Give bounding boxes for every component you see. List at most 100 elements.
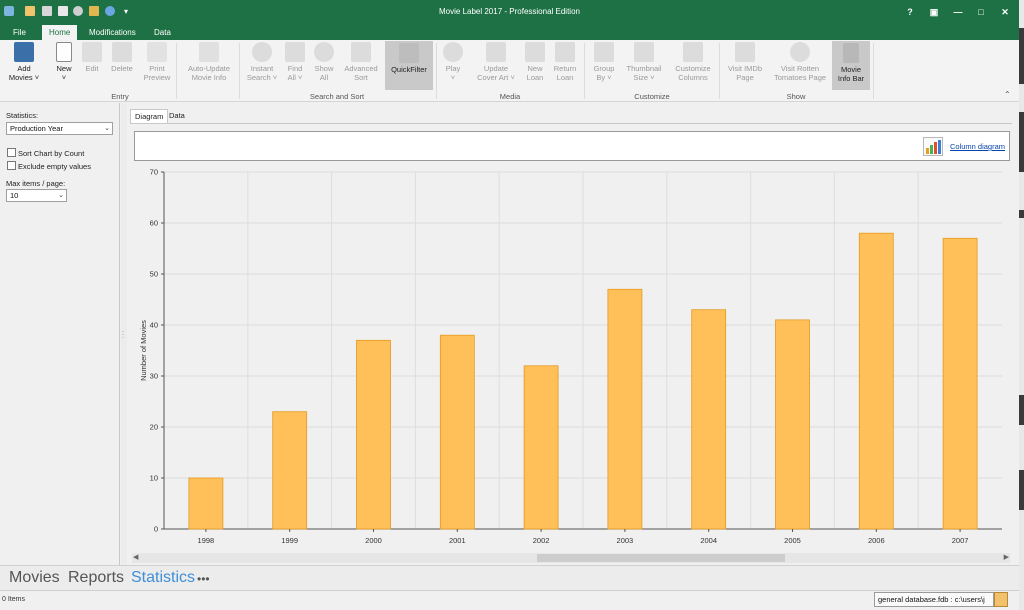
edit-icon — [82, 42, 102, 62]
quick-shield-icon[interactable] — [89, 6, 99, 16]
collapse-ribbon-icon[interactable]: ⌃ — [1004, 90, 1011, 99]
play-icon — [443, 42, 463, 62]
nav-reports[interactable]: Reports — [68, 569, 125, 586]
group-label-customize: Customize — [634, 92, 670, 101]
item-count: 0 Items — [2, 596, 25, 603]
update-cover-art-button[interactable]: Update Cover Art ˅ — [474, 42, 518, 82]
auto-update-button[interactable]: Auto-Update Movie Info — [182, 42, 236, 82]
y-tick-label: 60 — [150, 219, 158, 228]
new-doc-icon — [56, 42, 72, 62]
movie-info-bar-button[interactable]: Movie Info Bar — [832, 41, 870, 90]
info-bar-icon — [843, 43, 859, 63]
quick-copy-icon[interactable] — [42, 6, 52, 16]
tab-diagram[interactable]: Diagram — [130, 109, 169, 123]
sort-by-count-checkbox[interactable] — [7, 148, 16, 157]
nav-more[interactable]: ••• — [197, 572, 210, 586]
exclude-empty-checkbox[interactable] — [7, 161, 16, 170]
advanced-sort-button[interactable]: Advanced Sort — [341, 42, 381, 82]
x-tick-label: 1998 — [198, 536, 215, 545]
new-button[interactable]: New ˅ — [48, 42, 80, 82]
quick-doc-icon[interactable] — [58, 6, 68, 16]
x-tick-label: 2001 — [449, 536, 466, 545]
window-title: Movie Label 2017 - Professional Edition — [439, 7, 580, 16]
y-axis-label: Number of Movies — [139, 320, 148, 381]
ribbon-display-button[interactable]: ▣ — [929, 7, 939, 17]
panel-splitter[interactable]: ... — [121, 103, 127, 565]
new-loan-icon — [525, 42, 545, 62]
help-button[interactable]: ? — [907, 7, 913, 17]
instant-search-button[interactable]: Instant Search ˅ — [245, 42, 279, 82]
y-tick-label: 10 — [150, 474, 158, 483]
tab-modifications[interactable]: Modifications — [89, 28, 136, 37]
visit-rotten-tomatoes-button[interactable]: Visit Rotten Tomatoes Page — [771, 42, 829, 82]
quickfilter-button[interactable]: QuickFilter — [385, 41, 433, 90]
statistics-select-value: Production Year — [10, 124, 63, 133]
chart-area: 0 10 20 30 40 50 60 70 Number of Movies 1998 1999 2… — [134, 166, 1010, 558]
bar-chart: 0 10 20 30 40 50 60 70 Number of Movies 1998 1999 2… — [139, 168, 1002, 545]
y-tick-label: 70 — [150, 168, 158, 177]
app-icon — [4, 6, 14, 16]
x-tick-label: 2002 — [533, 536, 550, 545]
instant-search-icon — [252, 42, 272, 62]
imdb-icon — [735, 42, 755, 62]
show-all-button[interactable]: Show All — [311, 42, 337, 82]
y-tick-label: 40 — [150, 321, 158, 330]
bar-2006 — [858, 232, 894, 530]
database-icon[interactable] — [994, 592, 1008, 607]
bar-2007 — [942, 237, 978, 530]
exclude-empty-label: Exclude empty values — [18, 162, 91, 171]
scroll-left-icon[interactable]: ◀ — [133, 554, 139, 561]
background-window-edge — [1019, 0, 1024, 610]
quick-info-icon[interactable] — [105, 6, 115, 16]
tab-file[interactable]: File — [13, 28, 26, 37]
sort-by-count-label: Sort Chart by Count — [18, 149, 85, 158]
column-diagram-link[interactable]: Column diagram — [949, 142, 1005, 151]
nav-statistics[interactable]: Statistics — [131, 569, 196, 586]
new-loan-button[interactable]: New Loan — [522, 42, 548, 82]
customize-columns-button[interactable]: Customize Columns — [671, 42, 715, 82]
visit-imdb-button[interactable]: Visit IMDb Page — [724, 42, 766, 82]
bar-2004 — [691, 309, 727, 530]
x-tick-label: 2007 — [952, 536, 969, 545]
database-path[interactable]: general database.fdb : c:\users\j — [874, 592, 994, 607]
print-preview-icon — [147, 42, 167, 62]
tab-divider — [130, 123, 1012, 124]
bottom-navigation: Movies Reports Statistics ••• — [0, 565, 1019, 590]
tab-home[interactable]: Home — [42, 25, 78, 40]
quickfilter-icon — [399, 43, 419, 63]
horizontal-scrollbar[interactable]: ◀ ▶ — [132, 553, 1010, 563]
bar-1998 — [188, 477, 224, 530]
thumbnail-icon — [634, 42, 654, 62]
print-preview-button[interactable]: Print Preview — [142, 42, 172, 82]
delete-button[interactable]: Delete — [107, 42, 137, 73]
group-separator — [873, 43, 874, 99]
maximize-button[interactable]: □ — [978, 7, 984, 17]
column-chart-icon[interactable] — [923, 137, 943, 156]
thumbnail-size-button[interactable]: Thumbnail Size ˅ — [622, 42, 666, 82]
edit-button[interactable]: Edit — [80, 42, 104, 73]
add-movies-button[interactable]: Add Movies ˅ — [6, 42, 42, 82]
statistics-select[interactable]: Production Year ⌄ — [6, 122, 113, 135]
group-separator — [176, 43, 177, 99]
quick-settings-icon[interactable] — [73, 6, 83, 16]
x-tick-label: 2005 — [784, 536, 801, 545]
quick-add-icon[interactable] — [25, 6, 35, 16]
x-tick-label: 2003 — [617, 536, 634, 545]
play-button[interactable]: Play ˅ — [440, 42, 466, 82]
max-items-select[interactable]: 10 ⌄ — [6, 189, 67, 202]
find-all-button[interactable]: Find All ˅ — [282, 42, 308, 82]
show-all-icon — [314, 42, 334, 62]
return-loan-button[interactable]: Return Loan — [551, 42, 579, 82]
minimize-button[interactable]: — — [953, 7, 963, 17]
close-button[interactable]: ✕ — [1001, 7, 1009, 17]
tab-data[interactable]: Data — [154, 28, 171, 37]
tomato-icon — [790, 42, 810, 62]
chart-toolbar: Column diagram — [134, 131, 1010, 161]
scroll-right-icon[interactable]: ▶ — [1003, 554, 1009, 561]
quick-access-dropdown-icon[interactable]: ▾ — [123, 6, 128, 16]
tab-data-view[interactable]: Data — [169, 111, 185, 120]
max-items-value: 10 — [10, 191, 19, 200]
scrollbar-thumb[interactable] — [537, 554, 785, 562]
nav-movies[interactable]: Movies — [9, 569, 60, 586]
group-by-button[interactable]: Group By ˅ — [589, 42, 619, 82]
